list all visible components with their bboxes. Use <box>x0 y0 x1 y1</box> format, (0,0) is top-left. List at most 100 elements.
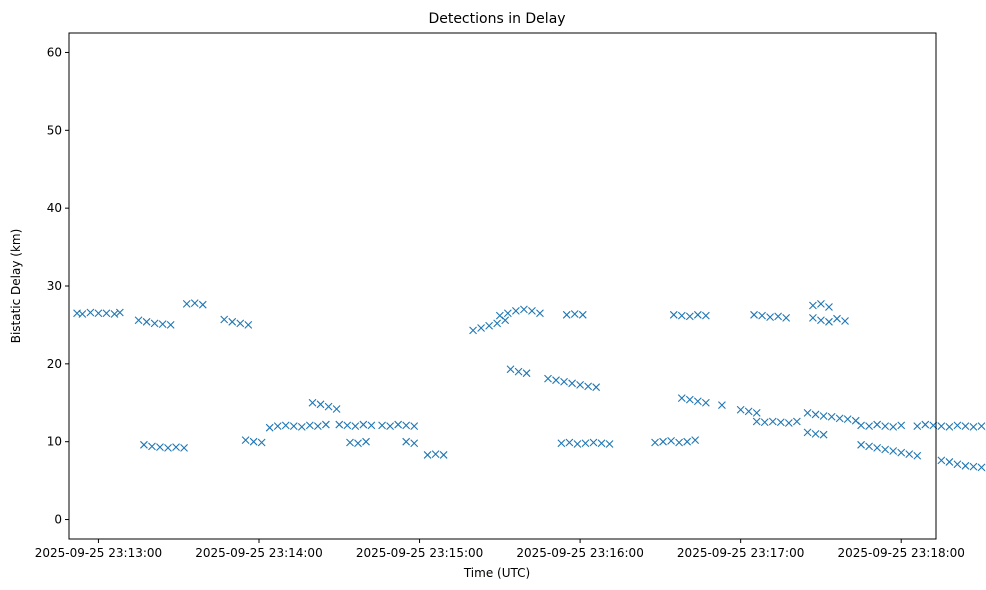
data-point <box>969 462 978 471</box>
data-point <box>961 422 970 431</box>
x-tick-label: 2025-09-25 23:14:00 <box>195 546 322 560</box>
data-point <box>945 458 954 466</box>
data-point <box>718 401 726 409</box>
axes-frame <box>68 32 937 540</box>
data-point <box>701 398 710 407</box>
data-point <box>685 395 694 404</box>
data-point <box>961 461 970 470</box>
data-point <box>431 450 440 459</box>
data-point <box>394 420 403 429</box>
data-point <box>134 316 143 325</box>
data-point <box>758 311 766 320</box>
y-tick-label: 60 <box>47 45 62 59</box>
data-point <box>359 420 368 429</box>
data-point <box>881 422 890 431</box>
data-point <box>544 374 552 383</box>
data-point <box>736 405 745 414</box>
data-point <box>827 412 836 421</box>
data-point <box>953 421 962 430</box>
data-point <box>514 367 523 376</box>
data-point <box>257 438 266 447</box>
data-point <box>565 438 574 447</box>
data-point <box>651 438 659 447</box>
data-point <box>897 448 906 457</box>
data-point <box>148 442 156 451</box>
data-point <box>913 451 922 460</box>
data-point <box>693 397 702 406</box>
data-point <box>511 307 520 315</box>
data-point <box>677 311 686 320</box>
data-point <box>817 300 825 308</box>
data-point <box>198 300 207 309</box>
y-axis-title: Bistatic Delay (km) <box>9 229 23 344</box>
x-tick-label: 2025-09-25 23:13:00 <box>35 546 162 560</box>
data-point <box>752 409 761 417</box>
data-point <box>228 317 237 326</box>
data-point <box>913 422 922 431</box>
data-point <box>140 440 148 449</box>
data-point <box>669 310 678 319</box>
data-point <box>568 379 576 388</box>
data-point <box>701 311 710 320</box>
data-point <box>977 463 986 472</box>
data-point <box>528 307 536 315</box>
data-point <box>809 314 817 322</box>
x-axis-title: Time (UTC) <box>463 566 530 580</box>
data-point <box>953 460 962 469</box>
data-point <box>809 301 817 310</box>
data-point <box>760 418 769 427</box>
y-tick-label: 50 <box>47 123 62 137</box>
data-point <box>857 421 865 430</box>
data-point <box>691 436 700 445</box>
data-point <box>560 377 568 386</box>
data-point <box>493 319 502 328</box>
data-point <box>817 316 825 325</box>
data-point <box>768 417 777 426</box>
data-point <box>977 422 986 431</box>
y-tick-label: 30 <box>47 279 62 293</box>
data-point <box>865 422 873 431</box>
data-point <box>273 422 282 431</box>
data-point <box>367 421 376 430</box>
data-point <box>506 365 515 374</box>
data-point <box>589 438 598 447</box>
data-point <box>220 315 229 324</box>
data-point <box>378 421 386 430</box>
data-point <box>675 438 683 447</box>
data-point <box>865 442 873 451</box>
x-tick-label: 2025-09-25 23:17:00 <box>677 546 804 560</box>
data-point <box>362 437 370 446</box>
data-point <box>324 402 333 411</box>
data-point <box>819 430 828 439</box>
data-point <box>752 417 761 426</box>
data-point <box>683 437 692 446</box>
data-point <box>744 407 753 416</box>
data-point <box>322 420 330 429</box>
data-point <box>423 451 432 459</box>
data-point <box>576 380 584 389</box>
data-point <box>592 383 601 392</box>
data-point <box>439 451 448 459</box>
data-point <box>889 447 898 455</box>
data-point <box>236 319 245 328</box>
y-axis: 0 10 20 30 40 50 60 <box>47 45 69 527</box>
data-point <box>937 422 946 431</box>
plot-area <box>73 299 986 472</box>
data-point <box>335 420 344 429</box>
data-point <box>584 382 593 391</box>
data-point <box>667 437 675 445</box>
y-tick-label: 40 <box>47 201 62 215</box>
data-point <box>241 436 250 445</box>
data-point <box>289 422 298 431</box>
data-point <box>605 440 614 448</box>
y-tick-label: 10 <box>47 435 62 449</box>
data-point <box>782 314 791 322</box>
data-point <box>552 376 560 385</box>
data-point <box>142 317 151 326</box>
data-point <box>102 309 111 318</box>
data-point <box>164 444 172 452</box>
data-point <box>305 421 314 430</box>
data-point <box>581 439 590 448</box>
data-point <box>190 299 199 308</box>
data-point <box>573 440 582 448</box>
